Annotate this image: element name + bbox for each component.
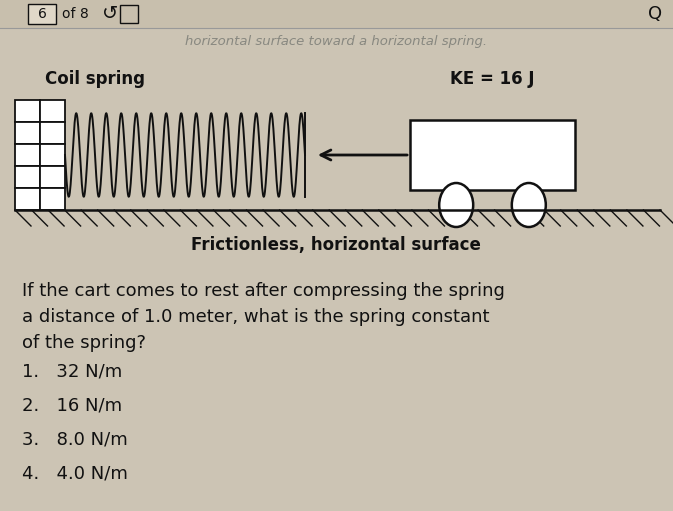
Text: 1.   32 N/m: 1. 32 N/m — [22, 362, 122, 380]
Text: 6: 6 — [38, 7, 46, 21]
Text: 4.   4.0 N/m: 4. 4.0 N/m — [22, 464, 128, 482]
Bar — [40, 166, 65, 188]
Text: 3.   8.0 N/m: 3. 8.0 N/m — [22, 430, 128, 448]
Bar — [15, 188, 40, 210]
Text: horizontal surface toward a horizontal spring.: horizontal surface toward a horizontal s… — [185, 35, 487, 49]
Text: KE = 16 J: KE = 16 J — [450, 70, 535, 88]
Text: of the spring?: of the spring? — [22, 334, 146, 352]
Text: 2.   16 N/m: 2. 16 N/m — [22, 396, 122, 414]
Ellipse shape — [439, 183, 473, 227]
Text: Coil spring: Coil spring — [45, 70, 145, 88]
Text: Q: Q — [648, 5, 662, 23]
Bar — [120, 5, 138, 23]
Bar — [410, 120, 575, 190]
Bar — [15, 144, 40, 166]
Text: a distance of 1.0 meter, what is the spring constant: a distance of 1.0 meter, what is the spr… — [22, 308, 489, 326]
Bar — [15, 100, 40, 122]
Bar — [28, 4, 56, 24]
Bar — [40, 188, 65, 210]
Bar — [40, 144, 65, 166]
Bar — [0, 0, 673, 28]
Bar — [40, 122, 65, 144]
Bar — [15, 166, 40, 188]
Text: ↺: ↺ — [102, 5, 118, 24]
Bar — [15, 122, 40, 144]
Text: of 8: of 8 — [62, 7, 89, 21]
Ellipse shape — [511, 183, 546, 227]
Bar — [40, 100, 65, 122]
Text: If the cart comes to rest after compressing the spring: If the cart comes to rest after compress… — [22, 282, 505, 300]
Text: Frictionless, horizontal surface: Frictionless, horizontal surface — [191, 236, 481, 254]
